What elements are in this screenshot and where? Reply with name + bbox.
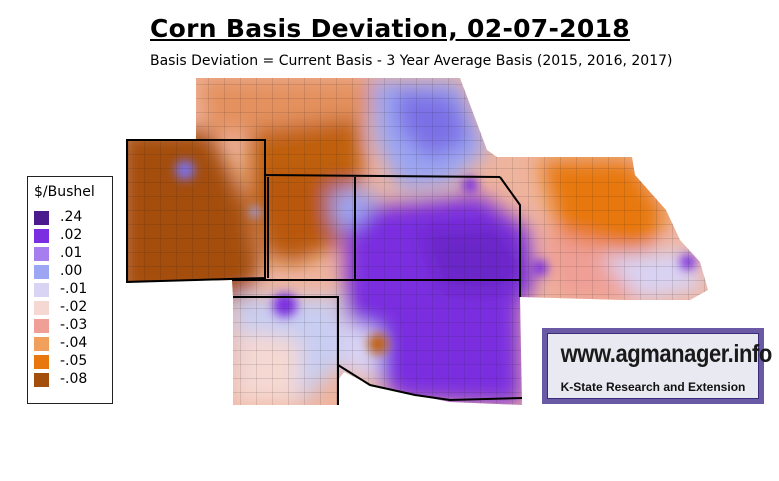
state-borders	[126, 139, 523, 405]
legend-label: .01	[60, 245, 83, 261]
legend-swatch	[34, 337, 49, 351]
legend-swatch	[34, 355, 49, 369]
legend-label: -.05	[60, 353, 88, 369]
legend-label: -.08	[60, 371, 88, 387]
logo-org-text: K-State Research and Extension	[560, 380, 746, 394]
legend-swatch	[34, 283, 49, 297]
map-title: Corn Basis Deviation, 02-07-2018	[150, 14, 630, 43]
legend-swatch	[34, 301, 49, 315]
legend-label: .24	[60, 209, 83, 225]
map-subtitle: Basis Deviation = Current Basis - 3 Year…	[150, 53, 673, 69]
legend-swatch	[34, 247, 49, 261]
legend-swatch	[34, 229, 49, 243]
legend-label: .02	[60, 227, 83, 243]
legend-swatch	[34, 211, 49, 225]
legend-swatch	[34, 265, 49, 279]
logo-panel: www.agmanager.info K-State Research and …	[547, 333, 773, 399]
legend-label: -.04	[60, 335, 88, 351]
legend-title: $/Bushel	[34, 184, 95, 200]
legend-label: -.01	[60, 281, 88, 297]
legend-label: -.02	[60, 299, 88, 315]
legend-swatch	[34, 373, 49, 387]
logo-url-text: www.agmanager.info	[560, 340, 773, 368]
agmanager-logo: www.agmanager.info K-State Research and …	[542, 328, 773, 404]
legend-swatch	[34, 319, 49, 333]
legend-label: -.03	[60, 317, 88, 333]
legend: $/Bushel .24 .02 .01 .00 -.01 -.02 -.03 …	[27, 176, 113, 404]
legend-label: .00	[60, 263, 83, 279]
